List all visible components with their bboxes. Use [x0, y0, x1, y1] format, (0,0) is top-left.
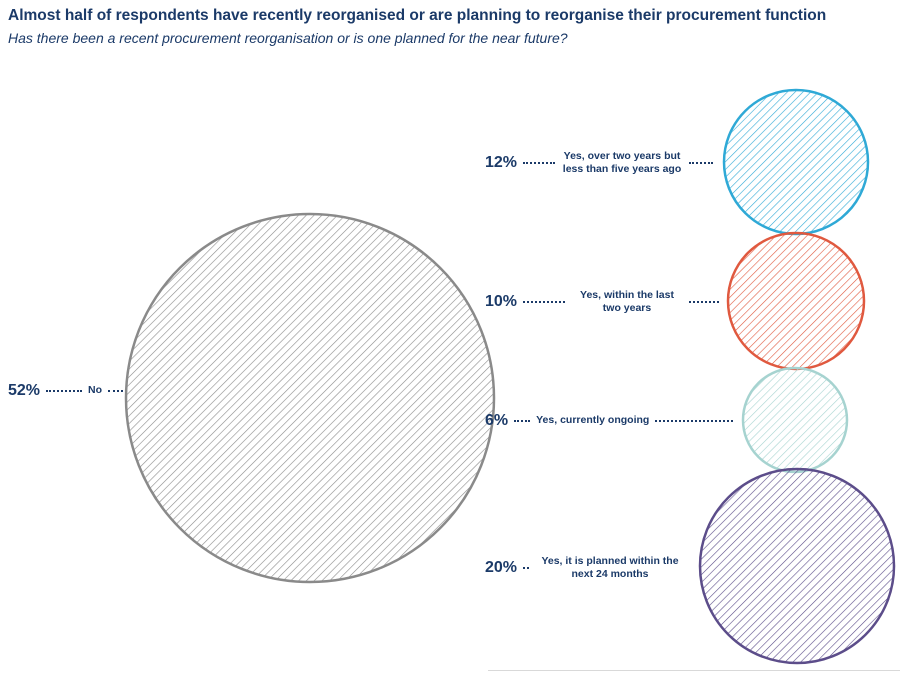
leader-line — [46, 390, 83, 392]
legend-row-over-two-years: 12% Yes, over two years but less than fi… — [485, 140, 719, 186]
legend-row-no: 52% No — [8, 379, 129, 403]
label-currently-ongoing: Yes, currently ongoing — [536, 414, 650, 427]
leader-line — [523, 162, 556, 164]
pct-planned-24-months: 20% — [485, 559, 518, 576]
header: Almost half of respondents have recently… — [8, 6, 894, 47]
chart-title: Almost half of respondents have recently… — [8, 7, 827, 24]
bubble-no — [124, 212, 496, 584]
label-no: No — [88, 384, 103, 397]
label-over-two-years: Yes, over two years but less than five y… — [562, 149, 682, 175]
pct-no: 52% — [8, 382, 41, 399]
legend-row-last-two-years: 10% Yes, within the last two years — [485, 285, 725, 319]
divider — [488, 670, 900, 671]
chart-subtitle: Has there been a recent procurement reor… — [8, 29, 568, 46]
pct-over-two-years: 12% — [485, 154, 518, 171]
legend-row-planned-24-months: 20% Yes, it is planned within the next 2… — [485, 551, 697, 585]
leader-line — [108, 390, 123, 392]
pct-currently-ongoing: 6% — [485, 412, 509, 429]
legend-row-currently-ongoing: 6% Yes, currently ongoing — [485, 411, 739, 431]
bubble-last-two-years — [726, 231, 866, 371]
leader-line — [514, 420, 531, 422]
label-last-two-years: Yes, within the last two years — [580, 288, 674, 314]
leader-line — [523, 567, 529, 569]
pct-last-two-years: 10% — [485, 293, 518, 310]
leader-line — [523, 301, 566, 303]
bubble-over-two-years — [722, 88, 870, 236]
leader-line — [689, 162, 713, 164]
bubble-planned-24-months — [698, 467, 896, 665]
leader-line — [655, 420, 733, 422]
bubble-currently-ongoing — [741, 366, 849, 474]
label-planned-24-months: Yes, it is planned within the next 24 mo… — [541, 554, 679, 580]
leader-line — [689, 301, 719, 303]
